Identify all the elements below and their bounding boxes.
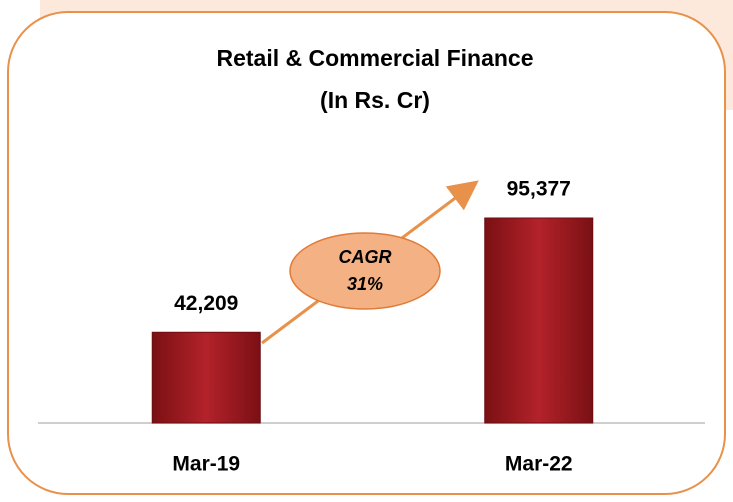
- x-tick-label: Mar-22: [505, 453, 573, 476]
- annotation-text: CAGR: [339, 247, 392, 267]
- x-tick-label: Mar-19: [172, 453, 240, 476]
- data-label: 42,209: [174, 292, 238, 315]
- annotation-text: 31%: [347, 274, 383, 294]
- bar: [151, 331, 261, 424]
- cagr-bubble: [289, 232, 441, 310]
- chart-subtitle: (In Rs. Cr): [320, 87, 430, 113]
- data-label: 95,377: [507, 178, 571, 201]
- bar: [484, 217, 594, 424]
- chart-title: Retail & Commercial Finance: [217, 45, 534, 71]
